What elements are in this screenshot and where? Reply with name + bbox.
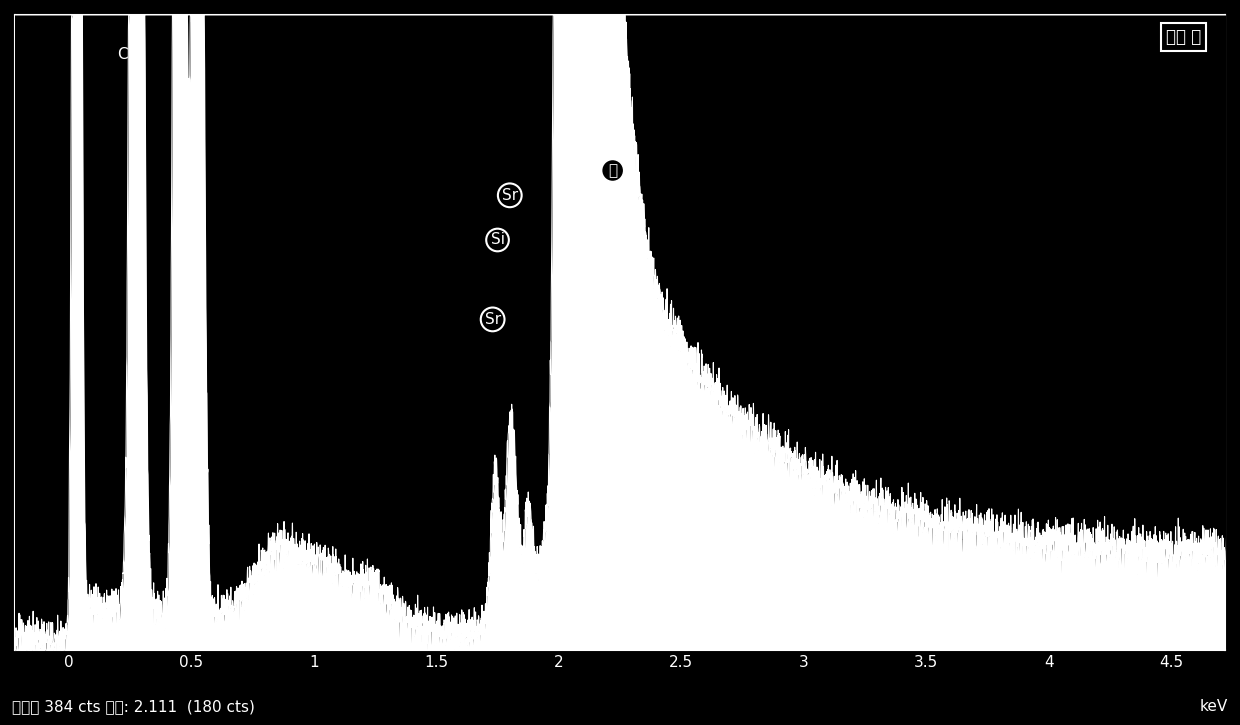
Text: Sr: Sr <box>485 312 501 327</box>
Text: Si: Si <box>491 233 505 247</box>
Text: Sr: Sr <box>502 188 518 203</box>
Text: C: C <box>118 47 128 62</box>
Text: Ti: Ti <box>174 47 187 62</box>
Text: 魁: 魁 <box>608 163 618 178</box>
Text: O: O <box>175 97 186 112</box>
Text: keV: keV <box>1199 699 1228 714</box>
Text: P: P <box>557 47 567 62</box>
Text: 满量程 384 cts 光标: 2.111  (180 cts): 满量程 384 cts 光标: 2.111 (180 cts) <box>12 699 255 714</box>
Text: 谱图 活: 谱图 活 <box>1166 28 1200 46</box>
Text: T: T <box>72 47 81 62</box>
